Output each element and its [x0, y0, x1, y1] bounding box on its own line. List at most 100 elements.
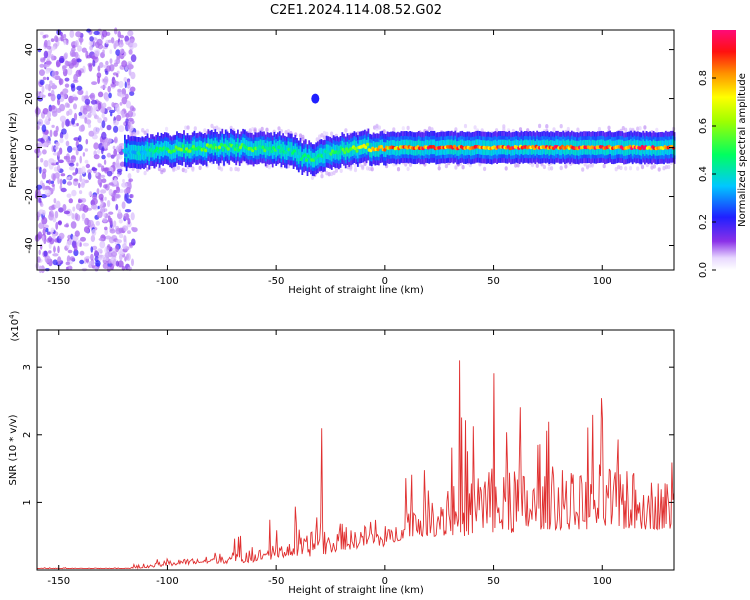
spectrogram-noise-cell: [72, 172, 77, 176]
spectrogram-noise-cell: [38, 222, 44, 229]
spectrogram-ridge-cell: [218, 145, 222, 149]
colorbar-ticks: 0.0 0.2 0.4 0.6 0.8: [698, 70, 716, 278]
spectrogram-noise-cell: [98, 62, 104, 68]
spectrogram-noise-cell: [129, 194, 134, 199]
spectrogram-isolated-feature: [311, 93, 320, 104]
spectrogram-haze-cell: [624, 127, 628, 132]
spectrogram-noise-cell: [91, 228, 97, 237]
spectrogram-ridge-cell: [261, 145, 265, 150]
spectrogram-noise-cell: [92, 59, 96, 67]
spectrogram-ridge-cell: [329, 152, 333, 156]
spectrogram-noise-cell: [62, 179, 67, 185]
spectrogram-noise-cell: [95, 220, 101, 226]
spectrogram-haze-cell: [301, 134, 305, 140]
spectrogram-noise-cell: [50, 38, 55, 42]
spectrogram-noise-cell: [43, 143, 49, 147]
spectrogram-noise-cell: [121, 182, 128, 188]
spectrogram-noise-cell: [104, 226, 108, 231]
spectrogram-haze-cell: [628, 166, 633, 171]
spectrogram-noise-cell: [106, 152, 112, 158]
spectrogram-haze-cell: [621, 126, 625, 131]
spectrogram-noise-cell: [53, 198, 57, 204]
spectrogram-haze-cell: [588, 163, 592, 168]
spectrogram-noise-cell: [84, 159, 89, 164]
spectrogram-noise-cell: [110, 83, 117, 88]
spectrogram-noise-cell: [100, 189, 107, 194]
spectrogram-haze-cell: [320, 133, 324, 138]
spectrogram-noise-cell: [47, 92, 52, 97]
spectrogram-noise-cell: [112, 145, 116, 150]
spectrogram-haze-cell: [428, 126, 432, 131]
spectrogram-haze-cell: [640, 164, 645, 170]
spectrogram-ridge-cell: [204, 148, 208, 153]
spectrogram-noise-cell: [59, 115, 66, 123]
spectrogram-haze-cell: [172, 167, 176, 173]
spectrogram-haze-cell: [248, 128, 252, 133]
spectrogram-noise-cell: [34, 107, 41, 115]
spectrogram-noise-cell: [55, 141, 60, 147]
spectrogram-noise-cell: [108, 188, 113, 196]
spectrogram-noise-cell: [115, 114, 122, 122]
spectrogram-noise-cell: [51, 124, 55, 128]
spectrogram-noise-cell: [124, 209, 132, 213]
spectrogram-haze-cell: [184, 125, 188, 130]
spectrogram-noise-cell: [69, 256, 75, 261]
spectrogram-y-ticks: -40 -20 0 20 40: [24, 43, 674, 254]
spectrogram-noise-cell: [100, 200, 104, 207]
spectrogram-noise-cell: [119, 93, 125, 98]
spectrogram-noise-cell: [72, 147, 78, 151]
spectrogram-haze-cell: [406, 166, 410, 172]
spectrogram-noise-cell: [39, 69, 45, 76]
spectrogram-noise-cell: [121, 110, 125, 119]
spectrogram-noise-cell: [57, 245, 60, 254]
spectrogram-noise-cell: [97, 149, 101, 155]
spectrogram-haze-cell: [210, 123, 214, 129]
spectrogram-noise-cell: [115, 260, 119, 267]
spectrogram-haze-cell: [181, 167, 185, 173]
spectrogram-noise-cell: [43, 250, 48, 257]
spectrogram-noise-cell: [62, 88, 69, 94]
spectrogram-noise-cell: [116, 154, 123, 160]
spectrogram-noise-cell: [79, 174, 83, 183]
spectrogram-noise-cell: [50, 93, 56, 102]
spectrogram-noise-cell: [58, 78, 64, 85]
spectrogram-noise-cell: [102, 262, 109, 269]
spectrogram-noise-cell: [97, 102, 102, 111]
spectrogram-noise-cell: [131, 238, 136, 246]
spectrogram-noise-cell: [125, 198, 132, 204]
spectrogram-noise-cell: [78, 199, 83, 204]
spectrogram-noise-cell: [57, 176, 60, 185]
spectrogram-noise-cell: [118, 125, 125, 133]
spectrogram-noise-cell: [130, 54, 137, 63]
spectrogram-ridge-cell: [280, 147, 284, 151]
spectrogram-noise-cell: [119, 253, 123, 261]
spectrogram-ridge-cell: [284, 150, 288, 155]
spectrogram-noise-cell: [45, 60, 52, 65]
spectrogram-x-tick-label: -50: [268, 276, 284, 287]
spectrogram-haze-cell: [585, 165, 590, 170]
spectrogram-noise-cell: [60, 187, 67, 193]
spectrogram-ridge-cell: [145, 147, 149, 152]
spectrogram-haze-cell: [602, 163, 606, 169]
spectrogram-haze-cell: [157, 166, 161, 172]
spectrogram-noise-cell: [56, 161, 59, 165]
spectrogram-haze-cell: [353, 167, 358, 173]
spectrogram-noise-cell: [93, 115, 99, 120]
spectrogram-noise-cell: [115, 158, 120, 167]
spectrogram-noise-cell: [125, 93, 129, 100]
spectrogram-ridge-cell: [296, 154, 300, 159]
spectrogram-noise-cell: [103, 184, 108, 189]
spectrogram-haze-cell: [607, 125, 611, 130]
spectrogram-noise-cell: [73, 137, 80, 141]
spectrogram-noise-cell: [78, 125, 84, 132]
spectrogram-noise-cell: [119, 247, 123, 255]
spectrogram-noise-cell: [65, 261, 71, 266]
spectrogram-noise-cell: [39, 79, 45, 86]
spectrogram-x-tick-label: -150: [47, 276, 70, 287]
spectrogram-noise-cell: [49, 80, 53, 85]
colorbar-tick-label: 0.4: [698, 166, 709, 182]
spectrogram-ridge-cell: [153, 149, 157, 153]
spectrogram-noise-cell: [84, 148, 89, 152]
colorbar-tick-label: 0.6: [698, 118, 709, 134]
spectrogram-noise-cell: [89, 45, 93, 51]
